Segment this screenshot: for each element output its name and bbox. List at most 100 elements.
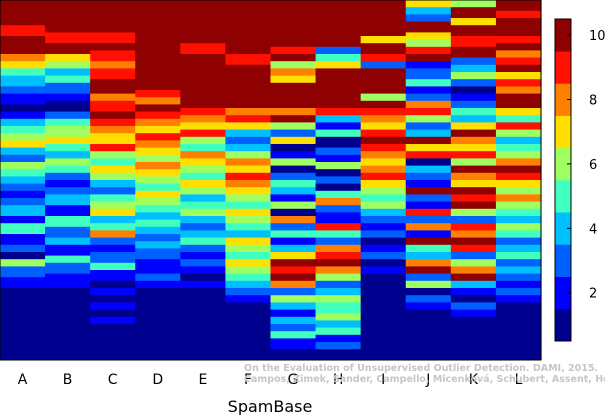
- x-tick-label-A: A: [18, 372, 28, 388]
- heatmap-cell: [315, 205, 362, 213]
- heatmap-cell: [0, 216, 46, 224]
- heatmap-cell: [495, 230, 542, 238]
- heatmap-cell: [45, 151, 91, 159]
- heatmap-cell: [360, 68, 407, 94]
- heatmap-cell: [0, 234, 46, 246]
- heatmap-cell: [90, 93, 136, 102]
- heatmap-cell: [270, 288, 317, 296]
- heatmap-cell: [135, 248, 181, 260]
- heatmap-cell: [180, 280, 227, 289]
- heatmap-cell: [495, 43, 542, 51]
- heatmap-cell: [450, 266, 497, 274]
- heatmap-cell: [135, 111, 181, 120]
- heatmap-column-J: [405, 0, 452, 361]
- heatmap-cell: [270, 122, 317, 130]
- heatmap-cell: [225, 108, 272, 116]
- heatmap-cell: [45, 0, 91, 33]
- heatmap-column-H: [315, 0, 362, 361]
- heatmap-cell: [495, 266, 542, 274]
- heatmap-column-E: [180, 0, 227, 361]
- heatmap-cell: [360, 273, 407, 361]
- heatmap-cell: [360, 151, 407, 159]
- heatmap-cell: [135, 212, 181, 220]
- heatmap-cell: [90, 158, 136, 166]
- heatmap-cell: [45, 158, 91, 166]
- heatmap-cell: [405, 151, 452, 159]
- heatmap-cell: [315, 320, 362, 328]
- heatmap-cell: [225, 201, 272, 210]
- heatmap-cell: [360, 100, 407, 109]
- heatmap-cell: [450, 273, 497, 282]
- heatmap-cell: [180, 244, 227, 253]
- heatmap-cell: [180, 223, 227, 231]
- heatmap-cell: [270, 61, 317, 69]
- heatmap-cell: [90, 79, 136, 94]
- heatmap-cell: [405, 273, 452, 282]
- colorbar-frame: [554, 18, 572, 342]
- heatmap-cell: [405, 136, 452, 145]
- heatmap-cell: [360, 180, 407, 188]
- heatmap-cell: [45, 144, 91, 152]
- heatmap-cell: [405, 223, 452, 231]
- heatmap-cell: [45, 255, 91, 264]
- heatmap-cell: [225, 0, 272, 55]
- heatmap-cell: [90, 165, 136, 174]
- heatmap-cell: [405, 158, 452, 166]
- heatmap-cell: [180, 230, 227, 238]
- heatmap-cell: [0, 198, 46, 206]
- heatmap-cell: [495, 18, 542, 37]
- heatmap-cell: [135, 190, 181, 199]
- heatmap-cell: [450, 172, 497, 181]
- heatmap-cell: [225, 158, 272, 166]
- heatmap-cell: [45, 61, 91, 69]
- heatmap-cell: [315, 280, 362, 289]
- heatmap-cell: [315, 295, 362, 303]
- heatmap-cell: [405, 7, 452, 15]
- heatmap-cell: [0, 0, 46, 26]
- heatmap-cell: [225, 172, 272, 181]
- heatmap-cell: [270, 316, 317, 325]
- heatmap-cell: [270, 129, 317, 138]
- heatmap-cell: [450, 93, 497, 102]
- heatmap-cell: [225, 64, 272, 109]
- heatmap-cell: [495, 180, 542, 188]
- heatmap-cell: [0, 111, 46, 120]
- heatmap-cell: [315, 68, 362, 109]
- heatmap-cell: [0, 259, 46, 267]
- heatmap-cell: [450, 208, 497, 217]
- heatmap-cell: [270, 136, 317, 145]
- colorbar: [554, 18, 572, 342]
- heatmap-cell: [450, 7, 497, 19]
- heatmap-cell: [90, 126, 136, 134]
- heatmap-cell: [315, 223, 362, 231]
- heatmap-cell: [225, 194, 272, 202]
- heatmap-cell: [270, 280, 317, 289]
- heatmap-cell: [180, 165, 227, 174]
- heatmap-cell: [495, 136, 542, 145]
- heatmap-cell: [315, 0, 362, 48]
- colorbar-segment: [555, 19, 571, 52]
- heatmap-cell: [315, 147, 362, 156]
- heatmap-cell: [360, 194, 407, 202]
- heatmap-cell: [180, 0, 227, 44]
- heatmap-cell: [450, 72, 497, 80]
- heatmap-cell: [315, 230, 362, 238]
- heatmap-cell: [315, 176, 362, 184]
- heatmap-cell: [360, 144, 407, 152]
- heatmap-cell: [225, 115, 272, 123]
- heatmap-cell: [315, 288, 362, 296]
- heatmap-cell: [45, 43, 91, 55]
- heatmap-cell: [90, 216, 136, 224]
- heatmap-cell: [0, 183, 46, 192]
- heatmap-cell: [135, 259, 181, 274]
- heatmap-cell: [270, 252, 317, 260]
- heatmap-cell: [450, 136, 497, 145]
- heatmap-cell: [180, 201, 227, 210]
- heatmap-cell: [180, 129, 227, 138]
- heatmap-cell: [495, 151, 542, 159]
- heatmap-cell: [180, 194, 227, 202]
- heatmap-cell: [315, 313, 362, 321]
- heatmap-cell: [495, 201, 542, 210]
- heatmap-cell: [270, 201, 317, 210]
- x-tick-label-I: I: [381, 372, 385, 388]
